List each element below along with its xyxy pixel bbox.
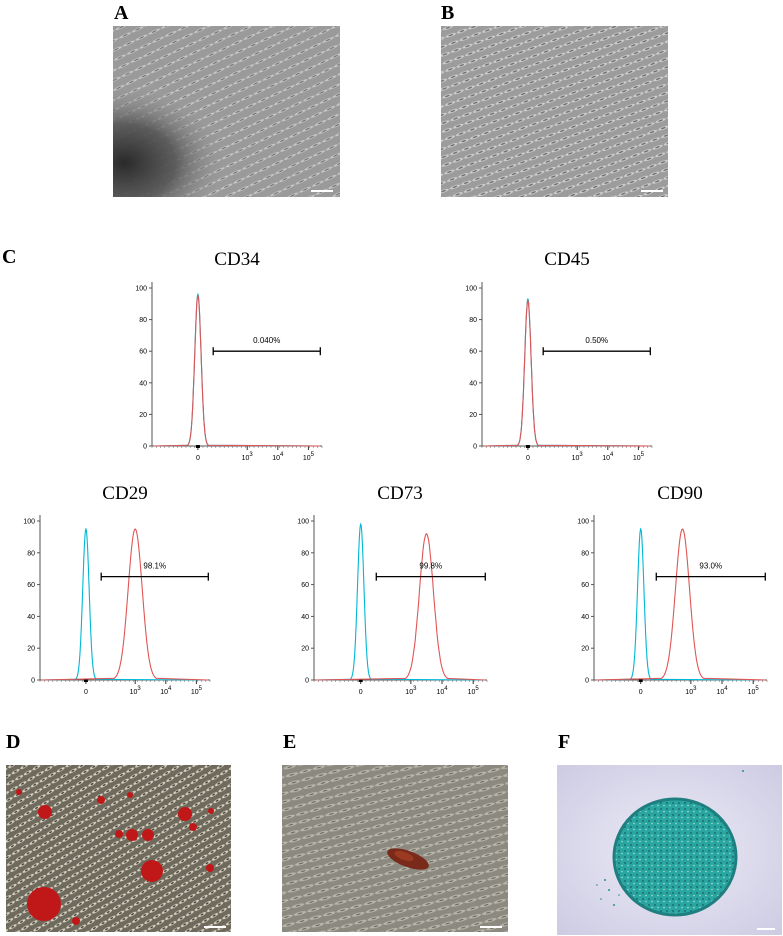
y-tick-label: 80 (581, 550, 589, 557)
y-tick-label: 20 (581, 646, 589, 653)
y-tick-label: 80 (27, 550, 35, 557)
micrograph-e-oilred (282, 765, 508, 932)
zero-marker (525, 445, 530, 448)
gate-percentage: 99.8% (419, 562, 442, 571)
y-tick-label: 40 (469, 380, 477, 387)
zero-marker (195, 445, 200, 448)
panel-label-e: E (283, 731, 297, 753)
y-tick-label: 60 (139, 349, 147, 356)
y-tick-label: 20 (27, 646, 35, 653)
histogram-cd34: CD34 0 20 40 60 80 100 0 103 104 105 0.040% (135, 249, 323, 462)
y-tick-label: 100 (577, 519, 589, 526)
histogram-series-marker (483, 299, 651, 447)
x-tick-label: 0 (84, 689, 88, 696)
x-tick-label: 0 (639, 689, 643, 696)
y-tick-label: 20 (301, 646, 309, 653)
y-tick-label: 100 (23, 519, 35, 526)
micrograph-d-alizarin (6, 765, 231, 932)
histogram-cd29: CD29 0 20 40 60 80 100 0 103 104 105 98.1% (23, 483, 211, 696)
gate-percentage: 93.0% (699, 562, 722, 571)
y-tick-label: 40 (301, 614, 309, 621)
y-tick-label: 100 (297, 519, 309, 526)
histogram-series-isotype (41, 527, 209, 681)
y-tick-label: 60 (469, 349, 477, 356)
x-tick-label: 104 (272, 452, 284, 462)
x-tick-label: 105 (191, 686, 203, 696)
histogram-series-marker (153, 294, 321, 447)
x-tick-label: 0 (196, 455, 200, 462)
x-tick-label: 104 (436, 686, 448, 696)
y-tick-label: 0 (305, 678, 309, 685)
gate-percentage: 0.040% (253, 336, 280, 345)
micrograph-a (113, 26, 340, 197)
histogram-cd73: CD73 0 20 40 60 80 100 0 103 104 105 99.8% (297, 483, 488, 696)
histogram-series-isotype (315, 522, 486, 681)
histogram-series-isotype (153, 292, 321, 447)
histogram-title: CD90 (657, 483, 702, 504)
y-tick-label: 60 (27, 582, 35, 589)
histogram-series-marker (595, 528, 766, 681)
x-tick-label: 105 (633, 452, 645, 462)
histogram-cd90: CD90 0 20 40 60 80 100 0 103 104 105 93.0% (577, 483, 768, 696)
y-tick-label: 0 (31, 678, 35, 685)
panel-label-a: A (114, 2, 129, 24)
panel-label-d: D (6, 731, 21, 753)
histogram-series-isotype (483, 297, 651, 447)
x-tick-label: 0 (359, 689, 363, 696)
y-tick-label: 100 (135, 286, 147, 293)
zero-marker (638, 679, 643, 682)
panel-label-b: B (441, 2, 455, 24)
histogram-cd45: CD45 0 20 40 60 80 100 0 103 104 105 0.50% (465, 249, 653, 462)
x-tick-label: 104 (160, 686, 172, 696)
gate-percentage: 98.1% (143, 562, 166, 571)
y-tick-label: 40 (27, 614, 35, 621)
x-tick-label: 105 (303, 452, 315, 462)
x-tick-label: 0 (526, 455, 530, 462)
y-tick-label: 20 (139, 412, 147, 419)
panel-label-c: C (2, 246, 17, 268)
x-tick-label: 105 (468, 686, 480, 696)
y-tick-label: 0 (143, 444, 147, 451)
y-tick-label: 80 (301, 550, 309, 557)
y-tick-label: 20 (469, 412, 477, 419)
gate-percentage: 0.50% (585, 336, 608, 345)
histogram-title: CD45 (544, 249, 589, 270)
y-tick-label: 40 (581, 614, 589, 621)
micrograph-f-alcian (557, 765, 782, 935)
x-tick-label: 103 (405, 686, 417, 696)
x-tick-label: 103 (242, 452, 254, 462)
zero-marker (358, 679, 363, 682)
y-tick-label: 60 (581, 582, 589, 589)
y-tick-label: 40 (139, 380, 147, 387)
x-tick-label: 105 (748, 686, 760, 696)
micrograph-b (441, 26, 668, 197)
y-tick-label: 0 (585, 678, 589, 685)
histogram-title: CD29 (102, 483, 147, 504)
histogram-series-marker (315, 532, 486, 681)
flow-cytometry-histograms: CD34 0 20 40 60 80 100 0 103 104 105 0.040% CD45 0 20 4… (23, 249, 768, 696)
histogram-title: CD34 (214, 249, 260, 270)
y-tick-label: 0 (473, 444, 477, 451)
x-tick-label: 104 (602, 452, 614, 462)
y-tick-label: 100 (465, 286, 477, 293)
y-tick-label: 80 (469, 317, 477, 324)
x-tick-label: 103 (130, 686, 142, 696)
histogram-title: CD73 (377, 483, 422, 504)
y-tick-label: 80 (139, 317, 147, 324)
histogram-series-marker (41, 528, 209, 681)
x-tick-label: 103 (685, 686, 697, 696)
x-tick-label: 104 (716, 686, 728, 696)
panel-label-f: F (558, 731, 571, 753)
y-tick-label: 60 (301, 582, 309, 589)
zero-marker (83, 679, 88, 682)
x-tick-label: 103 (572, 452, 584, 462)
histogram-series-isotype (595, 527, 766, 681)
